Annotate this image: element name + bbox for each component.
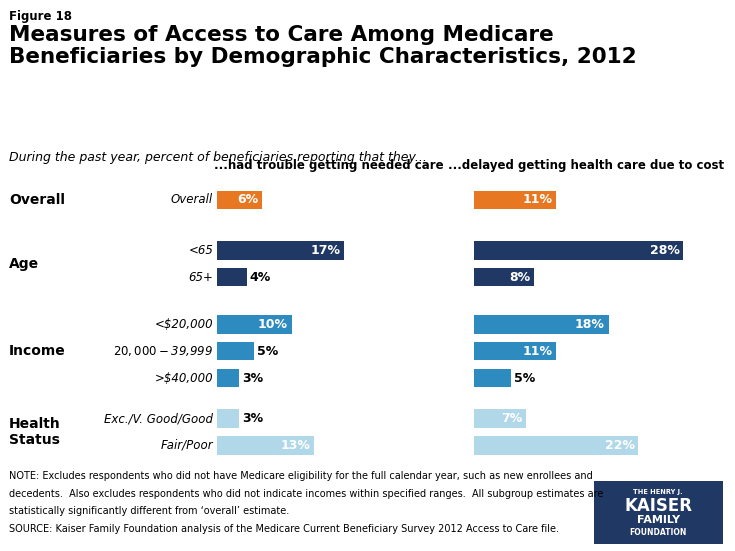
Text: decedents.  Also excludes respondents who did not indicate incomes within specif: decedents. Also excludes respondents who… xyxy=(9,489,603,499)
Bar xyxy=(474,191,556,209)
Text: Overall: Overall xyxy=(171,193,213,207)
Text: 4%: 4% xyxy=(250,271,271,284)
Bar xyxy=(474,268,534,287)
Bar xyxy=(474,315,609,333)
Text: statistically significantly different from ‘overall’ estimate.: statistically significantly different fr… xyxy=(9,506,289,516)
Bar xyxy=(474,241,684,260)
Text: 11%: 11% xyxy=(523,193,553,207)
Bar xyxy=(217,241,344,260)
Bar xyxy=(217,436,314,455)
Text: 28%: 28% xyxy=(650,244,680,257)
Text: 10%: 10% xyxy=(258,318,288,331)
Text: $20,000-$39,999: $20,000-$39,999 xyxy=(113,344,213,358)
Text: 5%: 5% xyxy=(257,345,279,358)
Text: THE HENRY J.: THE HENRY J. xyxy=(634,489,683,495)
Text: ...had trouble getting needed care: ...had trouble getting needed care xyxy=(214,159,444,172)
Text: <65: <65 xyxy=(188,244,213,257)
Text: 13%: 13% xyxy=(280,439,310,452)
Bar xyxy=(217,315,292,333)
Text: 22%: 22% xyxy=(605,439,635,452)
Text: Overall: Overall xyxy=(9,193,65,207)
Text: NOTE: Excludes respondents who did not have Medicare eligibility for the full ca: NOTE: Excludes respondents who did not h… xyxy=(9,471,592,481)
Text: 11%: 11% xyxy=(523,345,553,358)
Text: Fair/Poor: Fair/Poor xyxy=(160,439,213,452)
Text: <$20,000: <$20,000 xyxy=(154,318,213,331)
Text: >$40,000: >$40,000 xyxy=(154,371,213,385)
Text: Figure 18: Figure 18 xyxy=(9,10,72,23)
Text: 65+: 65+ xyxy=(188,271,213,284)
Text: During the past year, percent of beneficiaries reporting that they...: During the past year, percent of benefic… xyxy=(9,151,427,164)
Bar xyxy=(474,342,556,360)
Text: 3%: 3% xyxy=(243,412,263,425)
Bar xyxy=(217,268,247,287)
Text: Age: Age xyxy=(9,257,39,271)
Bar xyxy=(217,409,239,428)
Text: 18%: 18% xyxy=(575,318,605,331)
Text: ...delayed getting health care due to cost: ...delayed getting health care due to co… xyxy=(448,159,724,172)
Text: 5%: 5% xyxy=(514,371,536,385)
Text: 17%: 17% xyxy=(310,244,340,257)
Text: Exc./V. Good/Good: Exc./V. Good/Good xyxy=(104,412,213,425)
Text: Health
Status: Health Status xyxy=(9,417,60,447)
Bar xyxy=(474,369,512,387)
Text: SOURCE: Kaiser Family Foundation analysis of the Medicare Current Beneficiary Su: SOURCE: Kaiser Family Foundation analysi… xyxy=(9,524,559,534)
Text: 6%: 6% xyxy=(237,193,258,207)
Text: 8%: 8% xyxy=(509,271,530,284)
Bar xyxy=(474,409,526,428)
Bar xyxy=(474,436,639,455)
Text: FAMILY: FAMILY xyxy=(637,515,680,525)
Bar xyxy=(217,191,262,209)
Text: KAISER: KAISER xyxy=(624,498,692,515)
Text: 7%: 7% xyxy=(501,412,523,425)
Bar xyxy=(217,369,239,387)
Text: Income: Income xyxy=(9,344,65,358)
Bar xyxy=(217,342,254,360)
Text: 3%: 3% xyxy=(243,371,263,385)
Text: FOUNDATION: FOUNDATION xyxy=(629,528,687,537)
Text: Measures of Access to Care Among Medicare
Beneficiaries by Demographic Character: Measures of Access to Care Among Medicar… xyxy=(9,25,637,67)
